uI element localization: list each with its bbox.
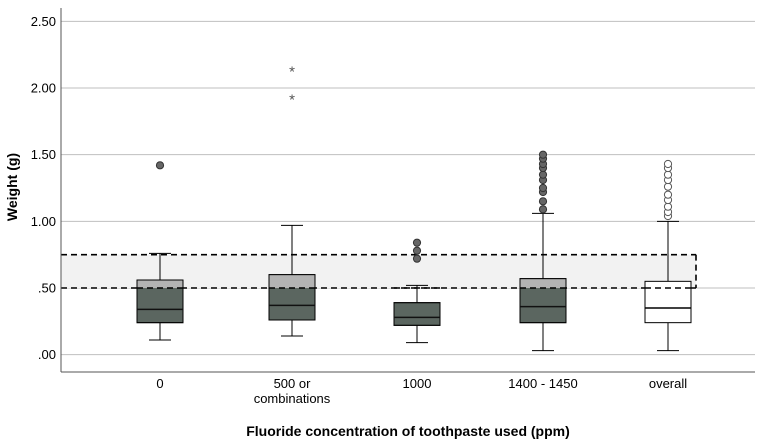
x-tick-label: 1400 - 1450 [508,376,577,391]
x-tick-label: combinations [254,391,331,406]
outlier-point [663,170,673,179]
box-group [393,238,441,344]
outlier-point [663,202,673,211]
outlier-point [538,170,548,179]
outlier-point [412,246,422,255]
box-outline [268,274,316,321]
box-group [519,150,567,352]
outlier-point [412,254,422,263]
extreme-point: * [289,92,295,109]
outlier-point [663,182,673,191]
extreme-point: * [289,64,295,81]
box-band-overlay [520,278,566,288]
x-axis-title: Fluoride concentration of toothpaste use… [246,423,570,439]
outlier-point [538,150,548,159]
y-tick-labels: .00 .50 1.00 1.50 2.00 2.50 [31,14,56,362]
y-tick-label: 1.00 [31,214,56,229]
y-axis-title: Weight (g) [4,153,20,221]
outlier-point [155,161,165,170]
x-tick-label: overall [649,376,687,391]
box-group [136,161,184,341]
x-tick-label: 500 or [274,376,312,391]
y-tick-label: .50 [38,281,56,296]
box-band-overlay [269,274,315,288]
y-tick-label: 1.50 [31,147,56,162]
y-tick-label: 2.00 [31,81,56,96]
x-tick-label: 1000 [403,376,432,391]
y-tick-label: .00 [38,347,56,362]
box-outline [393,302,441,326]
box-group [644,159,692,352]
axes [60,8,755,373]
box-outline [519,278,567,324]
box-band-overlay [137,280,183,288]
outlier-point [538,197,548,206]
x-tick-label: 0 [156,376,163,391]
outlier-point [663,190,673,199]
outlier-point [663,159,673,169]
box-group: ** [268,64,316,337]
outlier-point [538,205,548,214]
y-tick-label: 2.50 [31,14,56,29]
box-iqr [393,302,441,326]
boxes: ** [136,64,692,352]
outlier-point [412,238,422,247]
outlier-point [538,183,548,193]
box-outline [136,279,184,324]
